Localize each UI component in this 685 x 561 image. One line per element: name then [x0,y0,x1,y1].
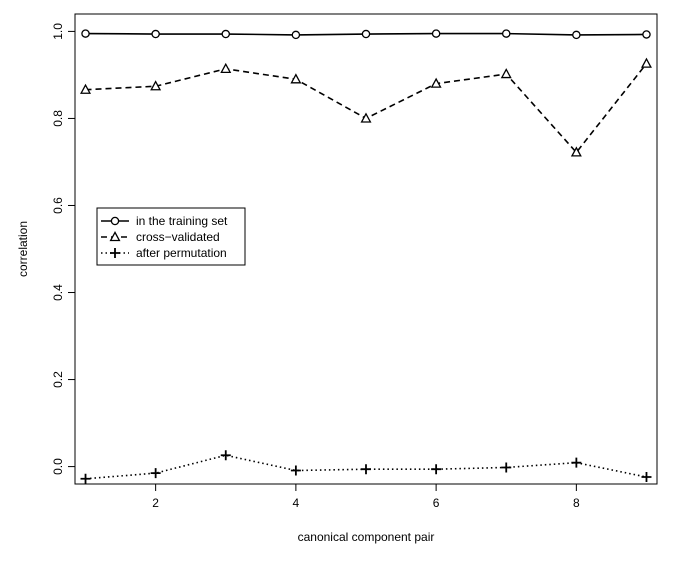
data-point [220,62,232,74]
series-layer [80,29,652,484]
y-tick-label: 1.0 [51,23,65,40]
y-tick-label: 0.6 [51,197,65,214]
data-point [151,29,160,39]
data-point [570,146,582,157]
series-line [85,63,648,154]
legend-label: cross−validated [136,230,220,244]
data-point [431,464,442,475]
x-tick-label: 4 [293,496,300,510]
legend-marker [109,231,121,242]
data-point [220,450,231,461]
data-point [501,462,512,473]
legend: in the training set cross−validated after … [96,207,246,266]
series-2 [80,57,652,157]
x-tick-label: 6 [433,496,440,510]
data-point [150,468,161,479]
x-axis: 2 4 6 8 [152,484,580,510]
data-point [291,30,301,40]
y-tick-label: 0.8 [51,110,65,127]
data-point [361,464,371,475]
data-point [221,29,231,39]
y-tick-label: 0.2 [51,371,65,388]
data-point [571,457,582,468]
legend-marker [110,248,120,258]
series-3 [80,450,652,484]
data-point [290,73,302,84]
data-point [501,29,511,38]
plot-frame [74,13,658,485]
data-point [80,473,91,484]
series-1 [81,29,651,40]
data-point [150,80,162,91]
x-tick-label: 8 [573,496,580,510]
data-point [642,30,651,39]
y-tick-label: 0.4 [51,284,65,301]
data-point [431,29,441,38]
data-point [80,83,92,94]
data-point [81,29,90,38]
data-point [361,29,371,39]
x-tick-label: 2 [152,496,159,510]
data-point [500,68,512,79]
y-tick-label: 0.0 [51,458,65,475]
legend-marker [110,216,120,226]
data-point [360,112,372,123]
data-point [290,465,301,476]
y-axis-label: correlation [16,221,30,277]
legend-label: after permutation [136,246,227,260]
y-axis: 0.0 0.2 0.4 0.6 0.8 1.0 [51,23,75,475]
data-point [430,77,442,88]
data-point [572,30,581,40]
legend-label: in the training set [136,214,228,228]
data-point [640,57,652,68]
x-axis-label: canonical component pair [298,530,435,544]
data-point [641,472,652,483]
